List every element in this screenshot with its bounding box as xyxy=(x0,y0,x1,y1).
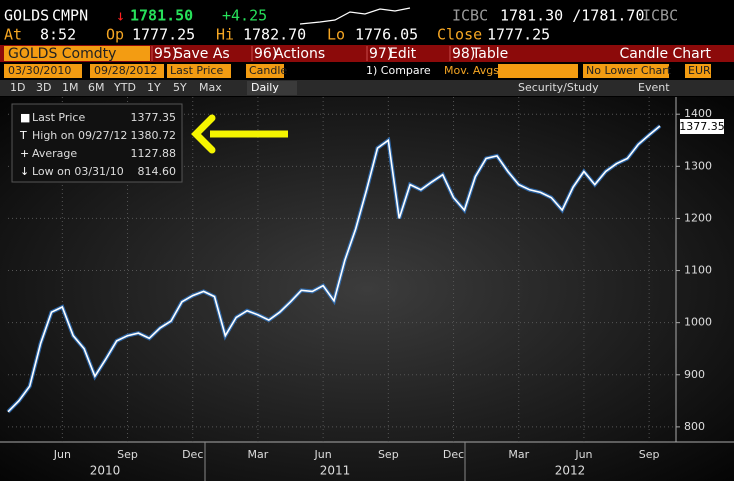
y-tick-label: 900 xyxy=(684,368,705,381)
style-box[interactable] xyxy=(246,64,284,78)
lower-box[interactable] xyxy=(583,64,669,78)
sparkline xyxy=(299,7,411,25)
high-label: Hi xyxy=(216,26,234,44)
security: GOLDS Comdty xyxy=(8,46,116,62)
stats-label: Average xyxy=(32,147,77,160)
low: 1776.05 xyxy=(355,26,418,44)
button-num[interactable]: 96) xyxy=(254,46,277,62)
y-tick-label: 1400 xyxy=(684,107,712,120)
stats-label: Low on 03/31/10 xyxy=(32,165,124,178)
stats-icon: + xyxy=(20,147,29,160)
toolbar3-bg xyxy=(0,80,734,96)
period[interactable]: 3D xyxy=(36,81,51,94)
bid-ask: 1781.30 /1781.70 xyxy=(500,7,645,25)
y-tick-label: 1200 xyxy=(684,211,712,224)
stats-icon: ↓ xyxy=(20,165,29,178)
stats-label: Last Price xyxy=(32,111,85,124)
stats-value: 1377.35 xyxy=(131,111,177,124)
frequency: Daily xyxy=(251,81,279,94)
event[interactable]: Event xyxy=(638,81,670,94)
arrow: ↓ xyxy=(116,7,125,25)
button-num[interactable]: 98) xyxy=(452,46,475,62)
x-tick-label: Mar xyxy=(248,448,269,461)
button-num[interactable]: 95) xyxy=(154,46,177,62)
high: 1782.70 xyxy=(243,26,306,44)
last-price-marker xyxy=(680,119,724,134)
y-tick-label: 1000 xyxy=(684,316,712,329)
price-line xyxy=(7,125,661,413)
x-tick-label: Jun xyxy=(574,448,592,461)
period[interactable]: YTD xyxy=(113,81,136,94)
price: 1781.50 xyxy=(130,7,193,25)
compare[interactable]: 1) Compare xyxy=(366,64,431,77)
x-tick-label: Mar xyxy=(508,448,529,461)
mov-avgs[interactable]: Mov. Avgs xyxy=(444,64,499,77)
y-tick-label: 800 xyxy=(684,420,705,433)
stats-icon: ■ xyxy=(20,111,30,124)
security-study[interactable]: Security/Study xyxy=(518,81,599,94)
ask-source: ICBC xyxy=(642,7,678,25)
period[interactable]: 5Y xyxy=(173,81,187,94)
stats-value: 1380.72 xyxy=(131,129,177,142)
field: Last Price xyxy=(170,64,223,77)
annotation-arrow xyxy=(191,114,288,154)
low-label: Lo xyxy=(327,26,345,44)
field-box[interactable] xyxy=(167,64,231,78)
period[interactable]: 1D xyxy=(10,81,25,94)
stats-icon: T xyxy=(19,129,27,142)
y-tick-label: 1300 xyxy=(684,159,712,172)
exchange: CMPN xyxy=(52,7,88,25)
open-label: Op xyxy=(106,26,124,44)
year-label: 2012 xyxy=(555,464,586,478)
stats-box xyxy=(11,103,183,183)
close: 1777.25 xyxy=(487,26,550,44)
chart-type[interactable]: Candle Chart xyxy=(619,46,711,62)
frequency-box[interactable] xyxy=(247,81,297,95)
stats-label: High on 09/27/12 xyxy=(32,129,127,142)
change: +4.25 xyxy=(222,7,267,25)
x-tick-label: Sep xyxy=(117,448,138,461)
currency-box[interactable] xyxy=(685,64,711,78)
bid-source: ICBC xyxy=(452,7,488,25)
last-price-marker-label: 1377.35 xyxy=(679,120,725,133)
button-num[interactable]: 97) xyxy=(369,46,392,62)
time: 8:52 xyxy=(40,26,76,44)
x-tick-label: Sep xyxy=(378,448,399,461)
ticker: GOLDS xyxy=(4,7,49,25)
start-date: 03/30/2010 xyxy=(8,64,71,77)
button-label[interactable]: Actions xyxy=(274,46,325,62)
button-label[interactable]: Save As xyxy=(174,46,230,62)
period[interactable]: 6M xyxy=(88,81,105,94)
button-label[interactable]: Table xyxy=(471,46,508,62)
mov-avgs-field[interactable] xyxy=(498,64,578,78)
start-field[interactable] xyxy=(4,64,82,78)
period[interactable]: 1Y xyxy=(147,81,161,94)
end-date: 09/28/2012 xyxy=(94,64,157,77)
x-tick-label: Jun xyxy=(53,448,71,461)
security-box[interactable] xyxy=(4,46,150,61)
stats-value: 1127.88 xyxy=(131,147,177,160)
x-tick-label: Dec xyxy=(182,448,203,461)
end-field[interactable] xyxy=(90,64,164,78)
style: Candle xyxy=(249,64,287,77)
currency: EUR xyxy=(688,64,711,77)
lower-chart: No Lower Chart xyxy=(586,64,672,77)
period[interactable]: 1M xyxy=(62,81,79,94)
x-tick-label: Sep xyxy=(639,448,660,461)
close-label: Close xyxy=(437,26,482,44)
x-tick-label: Dec xyxy=(443,448,464,461)
year-label: 2011 xyxy=(320,464,351,478)
period[interactable]: Max xyxy=(199,81,222,94)
y-tick-label: 1100 xyxy=(684,264,712,277)
button-label[interactable]: Edit xyxy=(389,46,417,62)
at-label: At xyxy=(4,26,22,44)
stats-value: 814.60 xyxy=(138,165,177,178)
open: 1777.25 xyxy=(132,26,195,44)
year-label: 2010 xyxy=(90,464,121,478)
x-tick-label: Jun xyxy=(314,448,332,461)
